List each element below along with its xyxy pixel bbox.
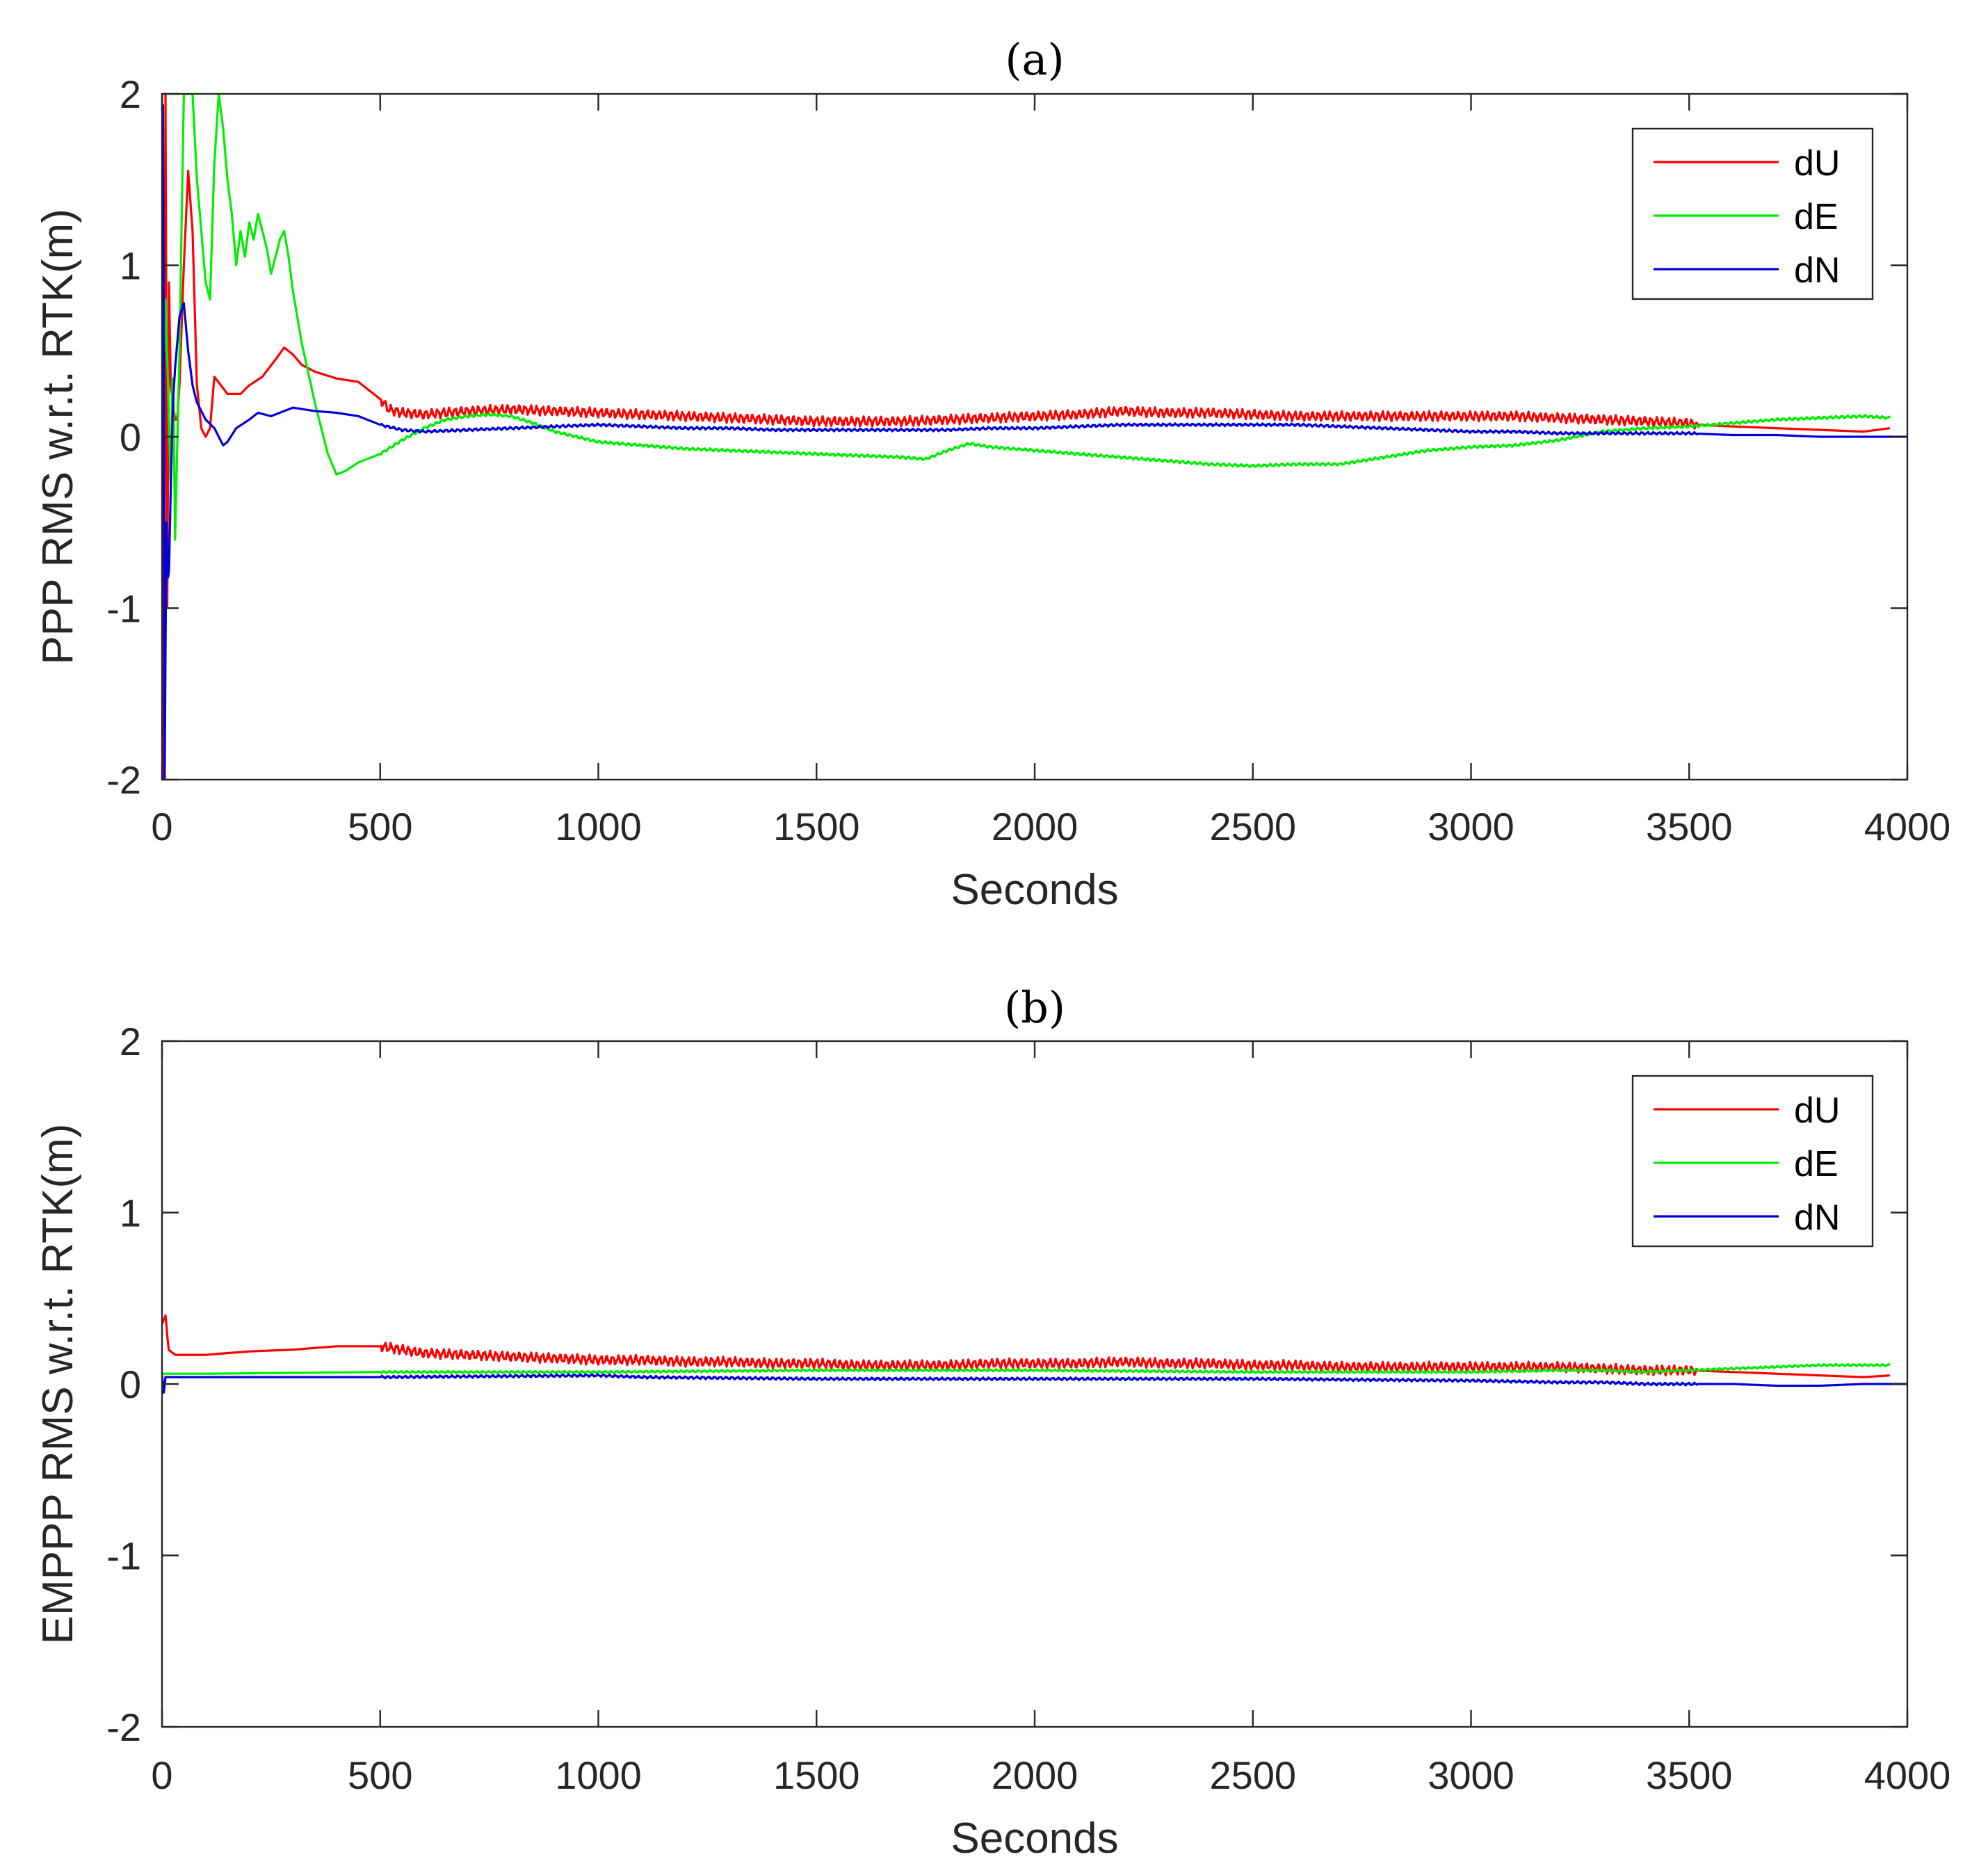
chart-title: (a) bbox=[1005, 34, 1064, 85]
x-tick-label: 2500 bbox=[1209, 1753, 1296, 1797]
legend-label-dE: dE bbox=[1794, 197, 1839, 237]
panel-a: 0 500 1000 1500 2000 2500 3000 3500 4000 -2 -1 0 1 2 (… bbox=[34, 34, 1950, 914]
legend-label-dN: dN bbox=[1794, 250, 1840, 291]
x-tick-label: 3000 bbox=[1428, 1753, 1514, 1797]
x-tick-label: 1500 bbox=[773, 805, 860, 848]
y-tick-label: 0 bbox=[120, 1362, 141, 1406]
y-tick-label: -2 bbox=[106, 758, 141, 802]
y-tick-label: -1 bbox=[106, 1534, 141, 1578]
x-tick-label: 3000 bbox=[1428, 805, 1514, 848]
series-group bbox=[162, 1314, 1907, 1394]
series-line-dU bbox=[162, 94, 1891, 780]
series-line-dE bbox=[162, 1362, 1891, 1375]
x-tick-label: 4000 bbox=[1864, 1753, 1951, 1797]
chart-title: (b) bbox=[1004, 982, 1065, 1033]
x-axis-label: Seconds bbox=[951, 866, 1118, 914]
x-tick-label: 0 bbox=[151, 1753, 172, 1797]
legend: dU dE dN bbox=[1631, 127, 1874, 300]
x-tick-label: 1000 bbox=[555, 1753, 642, 1797]
x-tick-label: 2500 bbox=[1209, 805, 1296, 848]
legend-box bbox=[1631, 127, 1874, 300]
y-tick-label: 1 bbox=[120, 244, 141, 288]
x-tick-label: 500 bbox=[348, 805, 412, 848]
y-axis-label: PPP RMS w.r.t. RTK(m) bbox=[34, 209, 82, 665]
y-axis-label: EMPPP RMS w.r.t. RTK(m) bbox=[34, 1124, 82, 1645]
y-tick-label: 1 bbox=[120, 1191, 141, 1235]
x-tick-label: 2000 bbox=[992, 805, 1078, 848]
y-tick-label: 2 bbox=[120, 1020, 141, 1063]
x-tick-label: 2000 bbox=[992, 1753, 1078, 1797]
legend-label-dU: dU bbox=[1794, 143, 1840, 184]
y-tick-label: 2 bbox=[120, 72, 141, 116]
x-tick-label: 4000 bbox=[1864, 805, 1951, 848]
plot-area bbox=[162, 94, 1907, 780]
legend-label-dE: dE bbox=[1794, 1144, 1839, 1184]
y-tick-label: -1 bbox=[106, 587, 141, 631]
series-line-dU bbox=[162, 1314, 1891, 1378]
panel-b: 0 500 1000 1500 2000 2500 3000 3500 4000 -2 -1 0 1 2 (… bbox=[34, 982, 1950, 1862]
legend-label-dU: dU bbox=[1794, 1091, 1840, 1131]
y-tick-label: -2 bbox=[106, 1705, 141, 1749]
x-tick-label: 3500 bbox=[1646, 805, 1733, 848]
x-tick-label: 1000 bbox=[555, 805, 642, 848]
legend: dU dE dN bbox=[1631, 1075, 1874, 1248]
x-axis-label: Seconds bbox=[951, 1814, 1118, 1862]
legend-label-dN: dN bbox=[1794, 1198, 1840, 1238]
x-tick-label: 1500 bbox=[773, 1753, 860, 1797]
x-tick-label: 0 bbox=[151, 805, 172, 848]
y-tick-label: 0 bbox=[120, 415, 141, 459]
series-group bbox=[162, 94, 1907, 780]
legend-box bbox=[1631, 1075, 1874, 1248]
series-line-dN bbox=[162, 104, 1907, 780]
series-line-dN bbox=[162, 1373, 1907, 1394]
x-tick-label: 3500 bbox=[1646, 1753, 1733, 1797]
x-tick-label: 500 bbox=[348, 1753, 412, 1797]
